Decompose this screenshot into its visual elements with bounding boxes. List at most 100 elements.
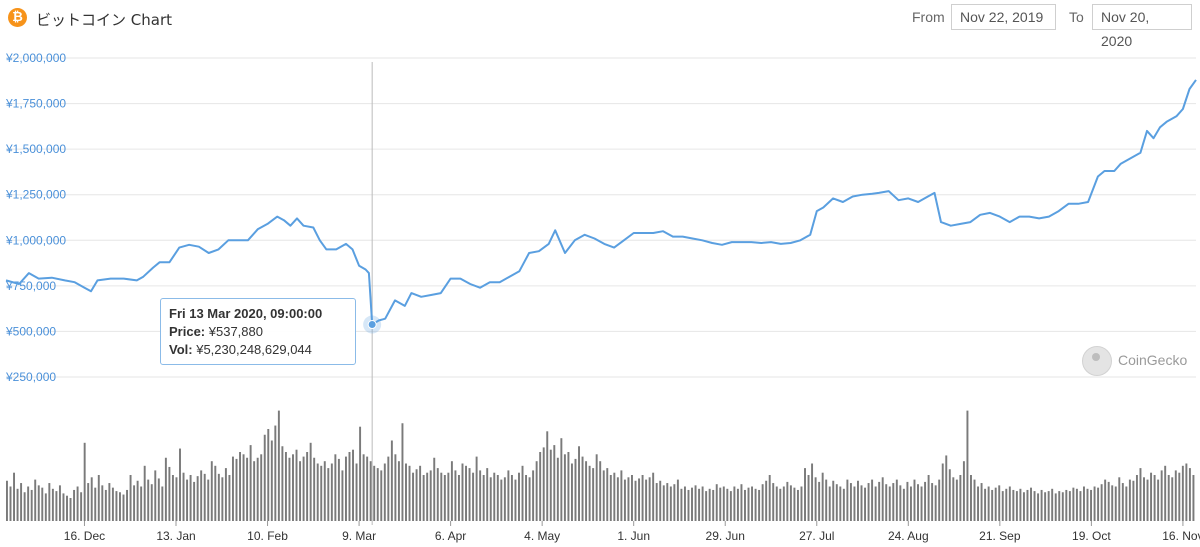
volume-bars <box>6 410 1195 521</box>
volume-bar <box>955 479 958 521</box>
volume-bar <box>984 488 987 521</box>
from-label: From <box>912 9 945 25</box>
volume-bar <box>1104 479 1107 521</box>
volume-bar <box>235 458 238 521</box>
volume-bar <box>1026 489 1029 521</box>
volume-bar <box>991 489 994 521</box>
volume-bar <box>383 463 386 521</box>
volume-bar <box>1040 489 1043 521</box>
x-tick-label: 6. Apr <box>435 529 466 543</box>
volume-bar <box>175 477 178 521</box>
volume-bar <box>1033 491 1036 521</box>
volume-bar <box>510 475 513 521</box>
volume-bar <box>1128 479 1131 521</box>
volume-bar <box>662 485 665 521</box>
volume-bar <box>1051 488 1054 521</box>
volume-bar <box>556 457 559 521</box>
volume-bar <box>443 475 446 521</box>
volume-bar <box>945 455 948 521</box>
volume-bar <box>457 475 460 521</box>
volume-bar <box>1097 487 1100 521</box>
price-line[interactable] <box>5 79 1197 326</box>
volume-bar <box>348 452 351 521</box>
volume-bar <box>186 479 189 521</box>
volume-bar <box>899 485 902 521</box>
volume-bar <box>115 491 118 521</box>
y-tick-label: ¥750,000 <box>5 279 56 293</box>
volume-bar <box>1054 493 1057 521</box>
from-date-input[interactable]: Nov 22, 2019 <box>951 4 1056 30</box>
volume-bar <box>920 486 923 521</box>
y-tick-label: ¥2,000,000 <box>5 51 66 65</box>
volume-bar <box>292 454 294 521</box>
volume-bar <box>55 491 58 521</box>
volume-bar <box>486 468 489 521</box>
volume-bar <box>87 483 90 521</box>
volume-bar <box>712 489 715 521</box>
volume-bar <box>768 475 771 521</box>
volume-bar <box>832 480 835 521</box>
volume-bar <box>560 438 563 521</box>
volume-bar <box>193 481 196 521</box>
volume-bar <box>1065 489 1068 521</box>
volume-bar <box>16 488 19 521</box>
volume-bar <box>111 487 114 521</box>
volume-bar <box>157 478 160 521</box>
to-label: To <box>1069 9 1084 25</box>
volume-bar <box>62 493 65 521</box>
volume-bar <box>1111 485 1114 521</box>
volume-bar <box>786 481 789 521</box>
volume-bar <box>648 477 651 521</box>
volume-bar <box>214 465 217 521</box>
volume-bar <box>34 479 37 521</box>
volume-bar <box>161 486 164 521</box>
volume-bar <box>496 475 499 521</box>
volume-bar <box>818 481 821 521</box>
volume-bar <box>588 465 591 521</box>
volume-bar <box>623 479 626 521</box>
volume-bar <box>154 470 157 521</box>
volume-bar <box>1083 486 1085 521</box>
volume-bar <box>327 468 330 521</box>
volume-bar <box>1107 481 1110 521</box>
volume-bar <box>736 488 739 521</box>
volume-bar <box>168 466 171 521</box>
volume-bar <box>652 472 655 521</box>
volume-bar <box>101 485 104 521</box>
grid-lines <box>6 57 1196 378</box>
volume-bar <box>613 472 616 521</box>
volume-bar <box>924 481 927 521</box>
to-date-input[interactable]: Nov 20, 2020 <box>1092 4 1192 49</box>
volume-bar <box>313 457 316 521</box>
volume-bar <box>680 488 683 521</box>
volume-bar <box>253 461 256 521</box>
volume-bar <box>500 479 503 521</box>
volume-bar <box>171 475 174 521</box>
volume-bar <box>977 486 980 521</box>
volume-bar <box>807 475 810 521</box>
volume-bar <box>1135 475 1138 521</box>
volume-bar <box>521 465 524 521</box>
volume-bar <box>570 463 573 521</box>
volume-bar <box>719 487 722 521</box>
volume-bar <box>1139 468 1142 521</box>
volume-bar <box>574 458 577 521</box>
volume-bar <box>698 488 701 521</box>
volume-bar <box>147 479 150 521</box>
volume-bar <box>224 468 227 521</box>
volume-bar <box>980 483 983 521</box>
volume-bar <box>518 472 520 521</box>
volume-bar <box>1061 492 1064 521</box>
volume-bar <box>892 483 895 521</box>
volume-bar <box>666 483 669 521</box>
volume-bar <box>51 488 54 521</box>
volume-bar <box>934 485 937 521</box>
price-tooltip: Fri 13 Mar 2020, 09:00:00 Price: ¥537,88… <box>160 298 356 365</box>
volume-bar <box>179 448 181 521</box>
volume-bar <box>1068 491 1071 521</box>
volume-bar <box>1125 486 1128 521</box>
volume-bar <box>655 483 658 521</box>
volume-bar <box>503 477 506 521</box>
volume-bar <box>129 475 132 521</box>
